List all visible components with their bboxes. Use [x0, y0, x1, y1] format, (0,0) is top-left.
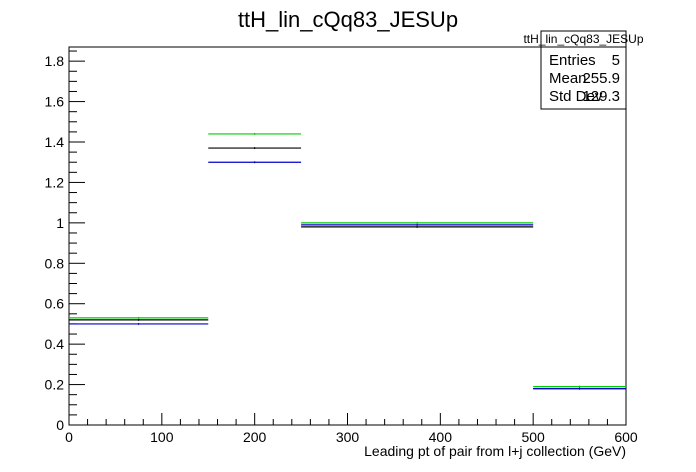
stats-box-header: ttH_lin_cQq83_JESUp: [523, 32, 643, 46]
stats-mean-label: Mean: [549, 70, 587, 87]
stats-box-frame: [540, 30, 627, 110]
x-tick-label: 200: [243, 429, 267, 445]
series-0: [69, 147, 626, 390]
y-axis: 0 0.2 0.4 0.6 0.8 1 1.2 1.4 1.6 1.8: [45, 50, 85, 433]
stats-stddev-label: Std Dev: [549, 88, 603, 105]
y-tick-label: 1.6: [45, 94, 65, 110]
stats-entries-label: Entries: [549, 52, 596, 69]
series-2: [69, 161, 626, 390]
x-tick-label: 400: [429, 429, 453, 445]
chart-title: ttH_lin_cQq83_JESUp: [238, 7, 458, 32]
x-axis: 0 100 200 300 400 500 600: [65, 413, 638, 445]
series-1: [69, 132, 626, 388]
x-tick-label: 100: [150, 429, 174, 445]
x-tick-label: 300: [336, 429, 360, 445]
y-tick-label: 0.6: [45, 296, 65, 312]
series-layer: [69, 132, 626, 390]
y-tick-label: 1.8: [45, 53, 65, 69]
y-tick-label: 0.4: [45, 336, 65, 352]
y-tick-label: 0.8: [45, 255, 65, 271]
stats-stddev-value: 129.3: [582, 88, 620, 105]
x-axis-label: Leading pt of pair from l+j collection (…: [364, 443, 626, 459]
x-tick-label: 0: [65, 429, 73, 445]
x-tick-label: 600: [614, 429, 638, 445]
stats-mean-value: 255.9: [582, 70, 620, 87]
y-tick-label: 1.2: [45, 174, 65, 190]
y-tick-label: 1: [56, 215, 64, 231]
y-tick-label: 1.4: [45, 134, 65, 150]
x-tick-label: 500: [521, 429, 545, 445]
stats-box: ttH_lin_cQq83_JESUp Entries 5 Mean 255.9…: [523, 30, 644, 110]
y-tick-label: 0: [56, 417, 64, 433]
y-tick-label: 0.2: [45, 377, 65, 393]
stats-entries-value: 5: [612, 52, 620, 69]
